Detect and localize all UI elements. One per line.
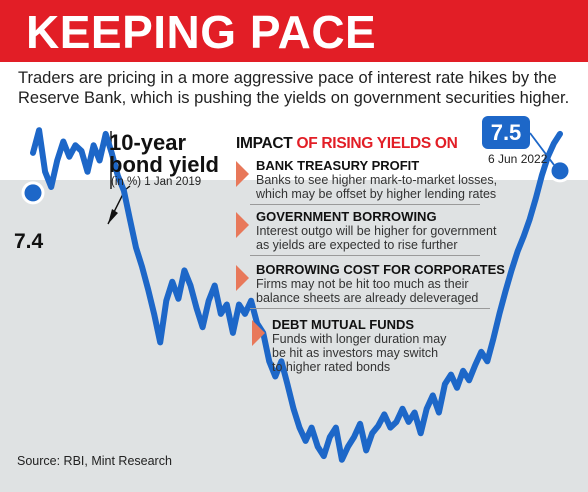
impact-heading-prefix: IMPACT [236, 135, 293, 152]
arrow-right-icon [252, 320, 265, 346]
chart-subtitle: Traders are pricing in a more aggressive… [18, 69, 570, 107]
end-date-label: 6 Jun 2022 [488, 152, 548, 166]
impact-item-line: which may be offset by higher lending ra… [256, 187, 497, 201]
impact-item-title: BANK TREASURY PROFIT [256, 158, 420, 173]
source-note: Source: RBI, Mint Research [17, 454, 172, 468]
end-label-connector [529, 132, 555, 166]
impact-item-line: Banks to see higher mark-to-market losse… [256, 173, 498, 187]
impact-item-line: be hit as investors may switch [272, 346, 439, 360]
impact-item-line: balance sheets are already deleveraged [256, 291, 479, 305]
impact-item-title: BORROWING COST FOR CORPORATES [256, 262, 505, 277]
title-banner: KEEPING PACE [0, 0, 588, 62]
callout-pointer-tip [108, 209, 118, 224]
start-point-marker [21, 181, 45, 205]
impact-item-line: Interest outgo will be higher for govern… [256, 224, 497, 238]
divider [250, 308, 490, 309]
series-label: 10-year bond yield [109, 132, 219, 176]
impact-item-text: Banks to see higher mark-to-market losse… [256, 173, 497, 201]
impact-item-line: Firms may not be hit too much as their [256, 277, 469, 291]
arrow-right-icon [236, 265, 249, 291]
impact-item-line: as yields are expected to rise further [256, 238, 458, 252]
impact-item-line: Funds with longer duration may [272, 332, 447, 346]
impact-item-text: Interest outgo will be higher for govern… [256, 224, 496, 252]
arrow-right-icon [236, 212, 249, 238]
series-unit-label: (in %) 1 Jan 2019 [111, 176, 202, 188]
impact-heading: IMPACT OF RISING YIELDS ON [236, 135, 458, 153]
end-value-badge: 7.5 [482, 116, 530, 149]
divider [250, 255, 480, 256]
series-label-line2: bond yield [109, 152, 219, 177]
yield-series-line [30, 127, 563, 463]
impact-item-title: DEBT MUTUAL FUNDS [272, 317, 415, 332]
impact-item-line: to higher rated bonds [272, 360, 391, 374]
arrow-right-icon [236, 161, 249, 187]
start-value-label: 7.4 [14, 230, 44, 253]
impact-item-title: GOVERNMENT BORROWING [256, 209, 437, 224]
divider [250, 204, 480, 205]
impact-item-text: Funds with longer duration may be hit as… [272, 332, 446, 374]
impact-item-text: Firms may not be hit too much as their b… [256, 277, 478, 305]
impact-heading-suffix: OF RISING YIELDS ON [296, 135, 458, 152]
end-point-marker [548, 159, 572, 183]
plot-background [0, 180, 588, 492]
series-label-line1: 10-year [109, 130, 187, 155]
chart-title: KEEPING PACE [26, 6, 377, 58]
